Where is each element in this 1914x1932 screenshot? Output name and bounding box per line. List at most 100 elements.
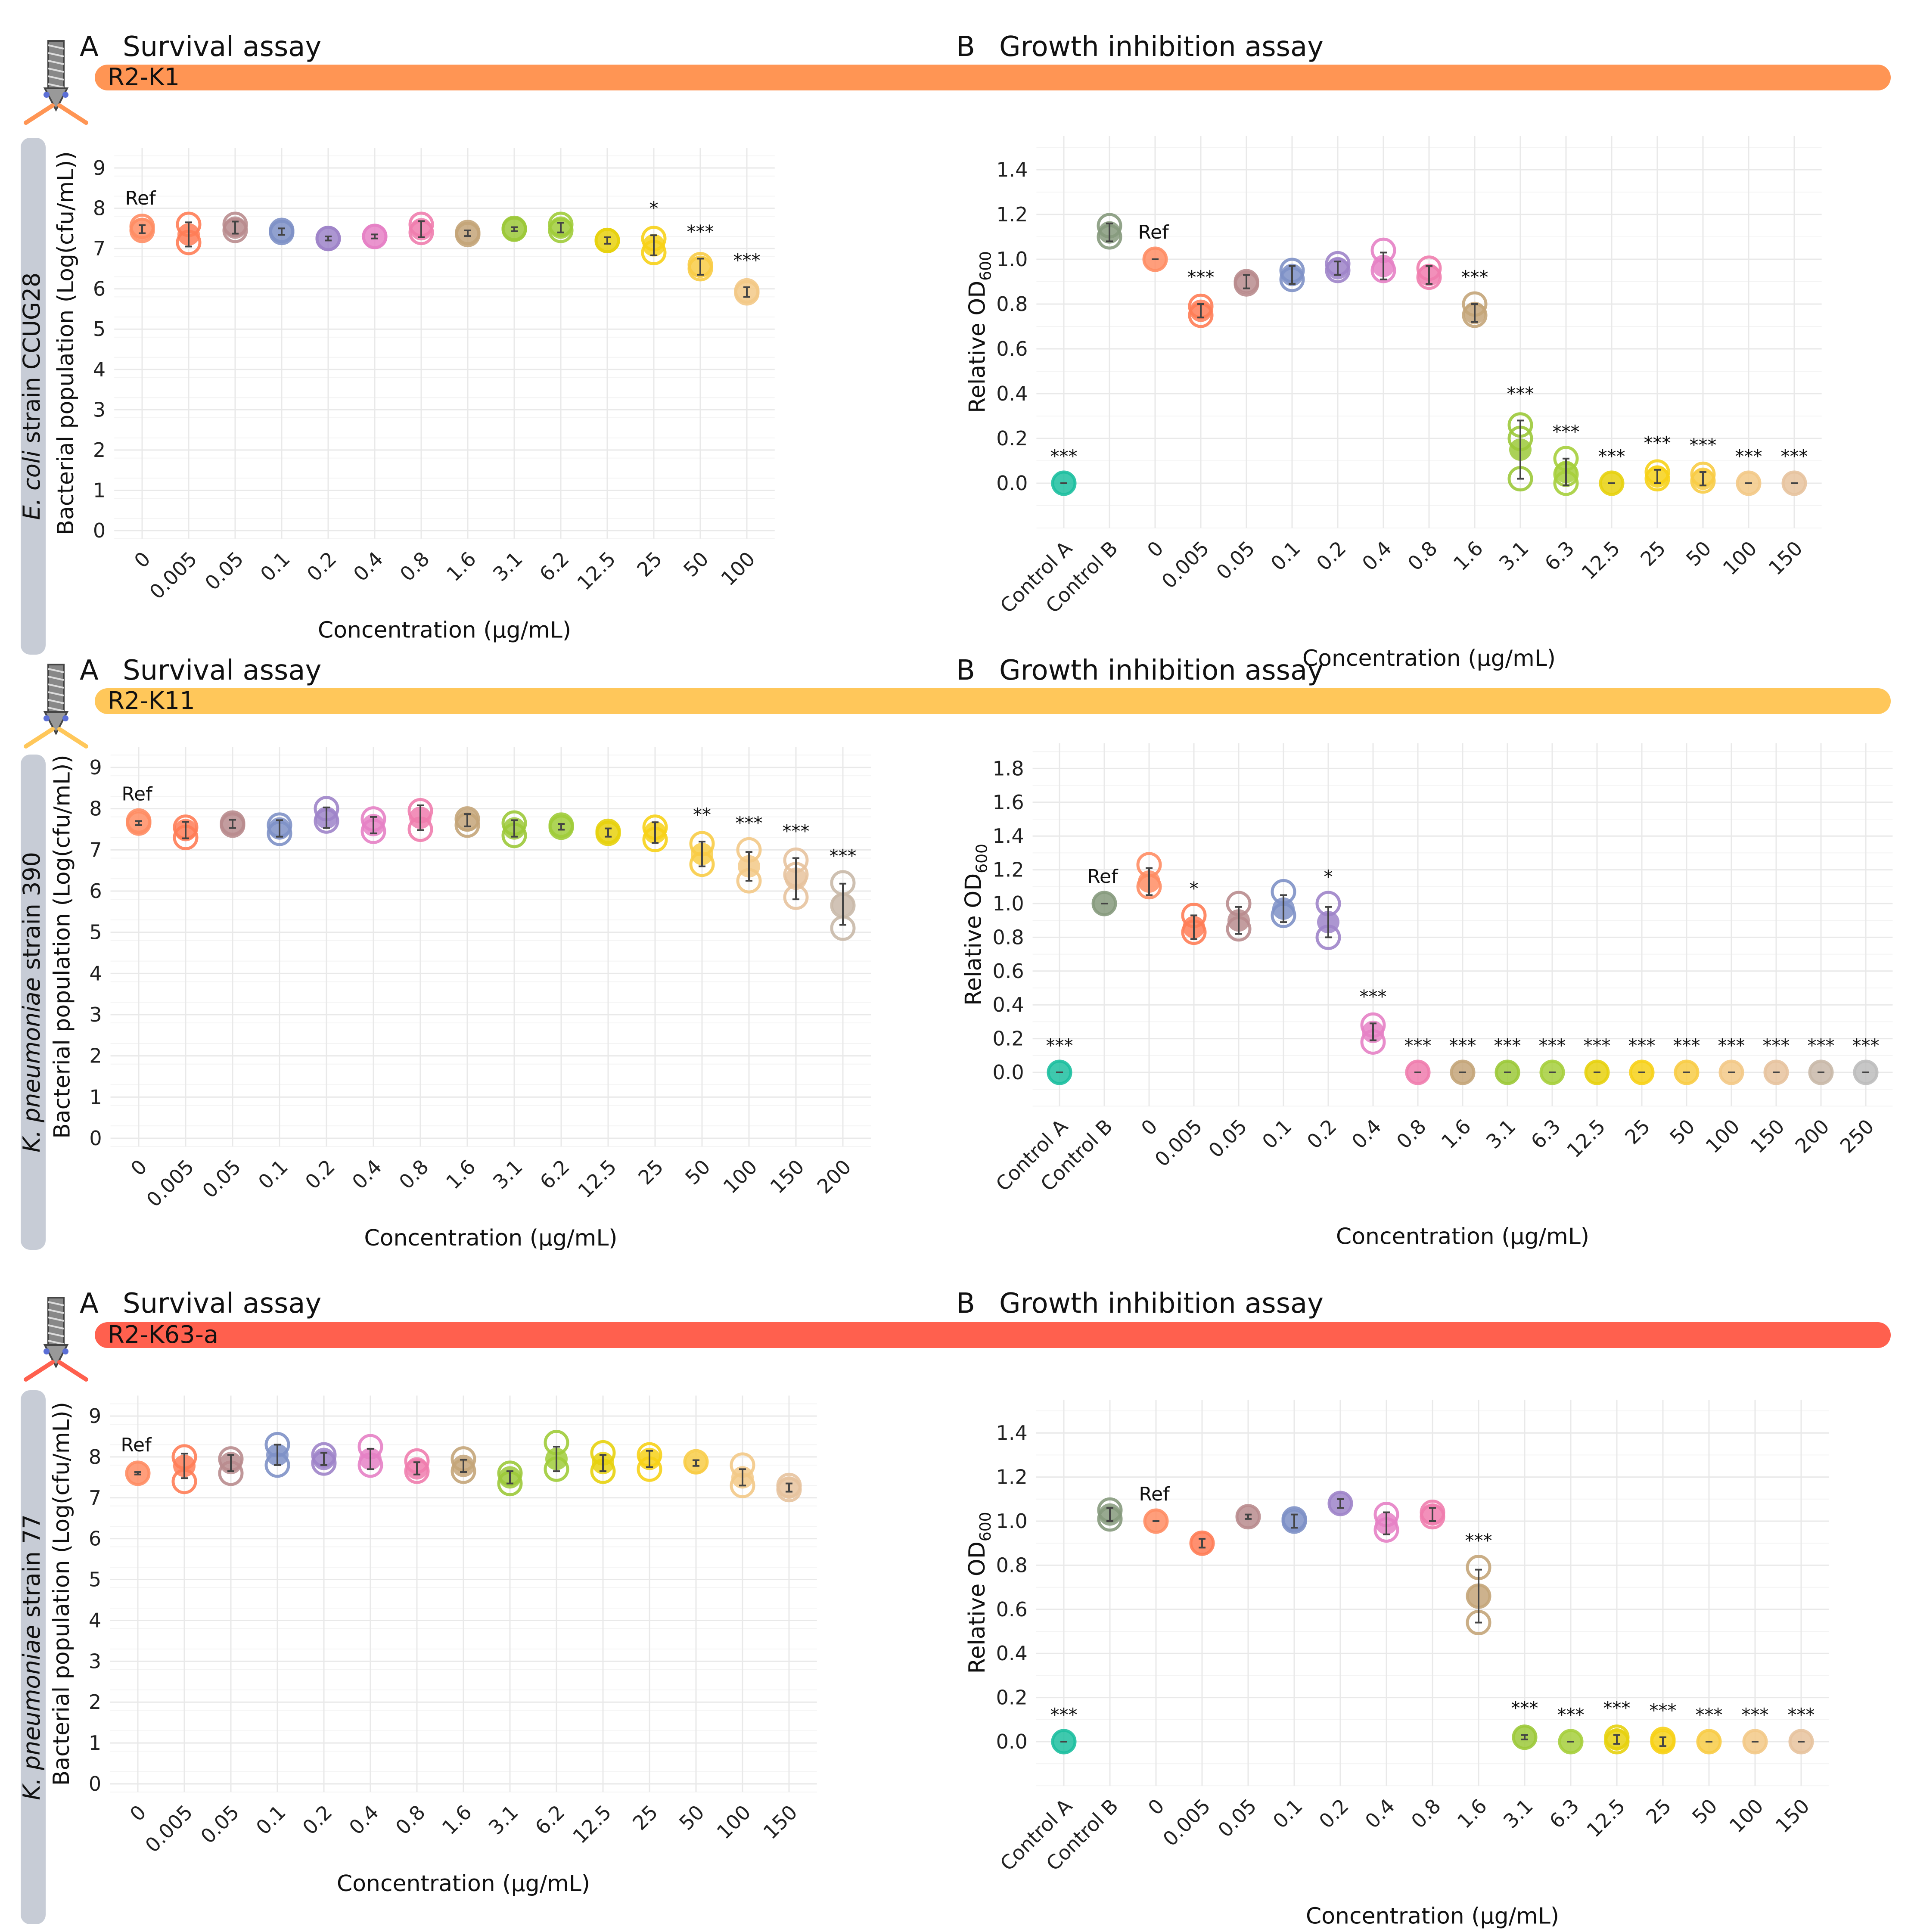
significance-label: *** xyxy=(1696,1704,1723,1725)
x-tick-label: 0.4 xyxy=(1361,1794,1399,1833)
x-tick-label: 0.2 xyxy=(298,1801,337,1839)
x-tick-label: 50 xyxy=(1687,1794,1722,1829)
y-tick-label: 1.0 xyxy=(996,248,1028,271)
x-tick-label: 0.8 xyxy=(1392,1115,1431,1153)
significance-label: *** xyxy=(1553,421,1580,442)
significance-label: ** xyxy=(693,804,711,825)
significance-label: *** xyxy=(1763,1035,1790,1056)
data-point-group xyxy=(1047,1059,1072,1085)
phage-tail-stripe xyxy=(48,699,64,704)
data-point-replicate xyxy=(311,1442,337,1468)
significance-label: *** xyxy=(1050,1704,1078,1725)
x-tick-label: 0.05 xyxy=(1212,537,1259,584)
significance-label: * xyxy=(649,198,659,219)
phage-head-icon xyxy=(43,1344,69,1369)
significance-label: *** xyxy=(1539,1035,1566,1056)
x-tick-label: 3.1 xyxy=(1499,1794,1538,1833)
data-point-group xyxy=(314,796,339,834)
phage-fiber-right xyxy=(57,727,88,749)
data-point-group xyxy=(264,1432,290,1478)
significance-label: *** xyxy=(1050,446,1078,467)
phage-node-icon xyxy=(62,715,68,721)
ref-label: Ref xyxy=(125,187,156,209)
data-point-group xyxy=(311,1442,337,1476)
data-point-replicate xyxy=(1234,271,1259,297)
phage-tail-stripe xyxy=(48,68,64,73)
ref-label: Ref xyxy=(121,783,153,805)
data-point-group xyxy=(1736,470,1762,496)
phage-tail-icon xyxy=(47,664,65,713)
y-tick-label: 4 xyxy=(89,1609,101,1632)
phage-tail-stripe xyxy=(48,707,64,712)
y-tick-label: 0.6 xyxy=(992,960,1024,983)
x-tick-label: 200 xyxy=(1791,1115,1834,1158)
strain-side-bar xyxy=(21,755,46,1250)
x-tick-label: 6.2 xyxy=(535,547,574,586)
data-point-group xyxy=(1674,1059,1700,1085)
significance-label: *** xyxy=(1494,1035,1521,1056)
significance-label: *** xyxy=(1718,1035,1745,1056)
x-tick-label: 0.05 xyxy=(1213,1794,1261,1842)
y-tick-label: 3 xyxy=(89,1649,101,1673)
data-point-replicate xyxy=(776,1477,802,1503)
chart-panel-A-0: 0 1 2 3 4 5 6 7 8 9 Bacterial population (Log(cfu/… xyxy=(53,148,775,643)
significance-label: *** xyxy=(733,250,761,271)
x-tick-label: 0.1 xyxy=(1258,1115,1296,1153)
data-point-group xyxy=(408,211,434,245)
x-tick-label: 12.5 xyxy=(572,547,620,595)
significance-label: *** xyxy=(1507,383,1534,404)
x-tick-label: 6.2 xyxy=(535,1155,574,1194)
x-tick-label: 12.5 xyxy=(1562,1115,1610,1162)
phage-tail-stripe xyxy=(48,1309,64,1314)
data-point-group xyxy=(1189,1530,1215,1556)
data-point-group xyxy=(407,798,433,842)
x-tick-label: 0 xyxy=(130,547,155,572)
data-point-group xyxy=(590,1440,616,1484)
data-point-replicate xyxy=(683,1449,709,1475)
x-tick-label: 50 xyxy=(1665,1115,1700,1149)
y-tick-label: 7 xyxy=(93,237,106,260)
x-tick-label: 0.1 xyxy=(1266,537,1305,575)
panel-a-title: Survival assay xyxy=(123,1288,321,1320)
data-point-group xyxy=(1136,852,1162,900)
data-point-replicate xyxy=(1495,1059,1520,1085)
y-tick-label: 0.4 xyxy=(996,1642,1028,1665)
data-point-group xyxy=(176,211,202,255)
strain-side-bar xyxy=(21,1390,46,1924)
x-tick-label: 100 xyxy=(1718,537,1762,580)
phage-tail-stripe xyxy=(48,1324,64,1329)
x-tick-label: 0.005 xyxy=(145,547,201,603)
data-point-group xyxy=(1553,446,1579,496)
data-point-replicate xyxy=(362,224,388,249)
data-point-group xyxy=(1234,269,1259,297)
data-point-group xyxy=(1360,1012,1386,1055)
x-tick-label: 1.6 xyxy=(441,1155,480,1194)
data-point-replicate xyxy=(1629,1059,1655,1085)
x-tick-label: 0.8 xyxy=(1403,537,1442,575)
data-point-group xyxy=(222,211,248,243)
y-axis-title-main: Relative OD xyxy=(964,1541,990,1674)
phage-icon xyxy=(24,664,88,749)
data-point-group xyxy=(1416,255,1442,290)
x-tick-label: 12.5 xyxy=(1582,1794,1630,1842)
data-point-replicate xyxy=(1189,1530,1215,1556)
strain-species: K. pneumoniae xyxy=(18,1625,45,1800)
data-point-group xyxy=(1742,1729,1768,1755)
y-tick-label: 1.2 xyxy=(996,203,1028,226)
x-tick-label: 0.1 xyxy=(256,547,295,586)
y-tick-label: 0.6 xyxy=(996,1598,1028,1621)
data-point-replicate xyxy=(548,211,574,237)
y-axis-title: Bacterial population (Log(cfu/mL)) xyxy=(53,151,79,535)
data-point-group xyxy=(1188,293,1214,328)
data-point-group xyxy=(683,1449,709,1475)
data-point-replicate xyxy=(1742,1729,1768,1755)
data-point-replicate xyxy=(1405,1059,1431,1085)
phage-node-icon xyxy=(44,715,50,721)
y-tick-label: 0.8 xyxy=(992,926,1024,949)
x-tick-label: 0.8 xyxy=(391,1801,430,1839)
data-point-group xyxy=(1181,902,1207,945)
data-point-replicate xyxy=(1539,1059,1565,1085)
data-point-replicate xyxy=(1788,1729,1814,1755)
data-point-group xyxy=(362,224,388,249)
